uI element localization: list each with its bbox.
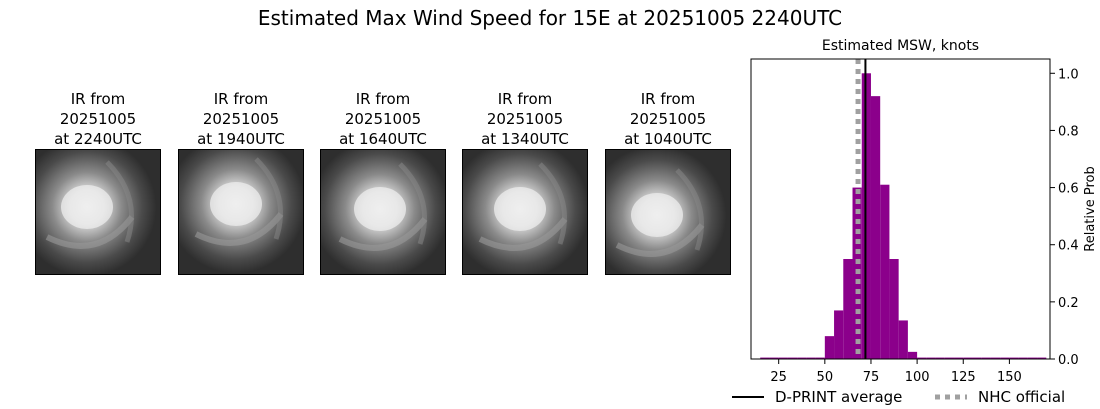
y-tick-label: 0.6 — [1058, 182, 1079, 197]
ir-satellite-image — [462, 149, 588, 275]
histogram-bar — [760, 357, 770, 359]
histogram-bar — [824, 336, 835, 359]
ir-satellite-image — [605, 149, 731, 275]
ir-panel: IR from 20251005 at 1340UTC — [462, 89, 588, 275]
ir-caption-line1: IR from — [640, 90, 696, 108]
legend-dprint-label: D-PRINT average — [775, 388, 902, 406]
ir-caption-line2: 20251005 — [486, 110, 564, 128]
ir-caption-line1: IR from — [355, 90, 411, 108]
ir-caption-line2: 20251005 — [202, 110, 280, 128]
histogram-bar — [972, 357, 982, 359]
histogram-bar — [898, 320, 908, 359]
histogram-bar — [806, 357, 816, 359]
histogram-bar — [787, 357, 798, 359]
ir-satellite-image — [178, 149, 304, 275]
histogram-bar — [843, 259, 853, 359]
ir-panel: IR from 20251005 at 1640UTC — [320, 89, 446, 275]
histogram-bar — [944, 357, 955, 359]
y-tick-label: 0.4 — [1058, 239, 1079, 254]
histogram-bar — [778, 357, 788, 359]
y-tick-label: 1.0 — [1058, 67, 1079, 82]
histogram-bar — [1000, 357, 1010, 359]
legend-nhc-label: NHC official — [978, 388, 1065, 406]
plot-frame — [750, 58, 1051, 360]
ir-caption-line2: 20251005 — [59, 110, 137, 128]
histogram-bar — [990, 357, 1001, 359]
histogram-bar — [870, 96, 881, 360]
histogram-bar — [1018, 357, 1028, 359]
ir-satellite-image — [320, 149, 446, 275]
histogram-bar — [907, 351, 918, 359]
histogram-bar — [797, 357, 807, 359]
histogram-bar — [963, 357, 973, 359]
ir-caption-line1: IR from — [70, 90, 126, 108]
histogram-bar — [981, 357, 991, 359]
ir-caption-line3: at 1940UTC — [197, 130, 285, 148]
y-tick-label: 0.0 — [1058, 353, 1079, 368]
x-tick-label: 125 — [951, 370, 976, 385]
ir-panel: IR from 20251005 at 1940UTC — [178, 89, 304, 275]
ir-caption-line1: IR from — [497, 90, 553, 108]
figure-title: Estimated Max Wind Speed for 15E at 2025… — [257, 6, 843, 30]
ir-caption-line3: at 1640UTC — [339, 130, 427, 148]
histogram-bar — [917, 357, 927, 359]
x-tick-label: 150 — [997, 370, 1022, 385]
ir-caption-line3: at 1040UTC — [624, 130, 712, 148]
histogram-bar — [769, 357, 779, 359]
histogram-bar — [1009, 357, 1019, 359]
ir-caption-line2: 20251005 — [344, 110, 422, 128]
x-tick-label: 75 — [863, 370, 880, 385]
histogram-bar — [954, 357, 964, 359]
ir-caption-line1: IR from — [213, 90, 269, 108]
ir-caption-line3: at 2240UTC — [54, 130, 142, 148]
histogram-bar — [815, 357, 825, 359]
histogram-bar — [834, 310, 844, 359]
ir-panel: IR from 20251005 at 2240UTC — [35, 89, 161, 275]
chart-title: Estimated MSW, knots — [822, 38, 979, 54]
ir-caption-line3: at 1340UTC — [481, 130, 569, 148]
ir-satellite-image — [35, 149, 161, 275]
histogram-bar — [1037, 357, 1047, 359]
histogram-bar — [880, 184, 890, 359]
histogram-bar — [889, 259, 899, 359]
x-tick-label: 100 — [905, 370, 930, 385]
y-tick-label: 0.2 — [1058, 296, 1079, 311]
histogram-bar — [935, 357, 945, 359]
histogram-bar — [1027, 357, 1038, 359]
ir-panel: IR from 20251005 at 1040UTC — [605, 89, 731, 275]
ir-caption-line2: 20251005 — [629, 110, 707, 128]
histogram-bar — [926, 357, 936, 359]
x-tick-label: 50 — [817, 370, 834, 385]
x-tick-label: 25 — [770, 370, 787, 385]
y-axis-label: Relative Prob — [1083, 166, 1098, 251]
y-tick-label: 0.8 — [1058, 124, 1079, 139]
